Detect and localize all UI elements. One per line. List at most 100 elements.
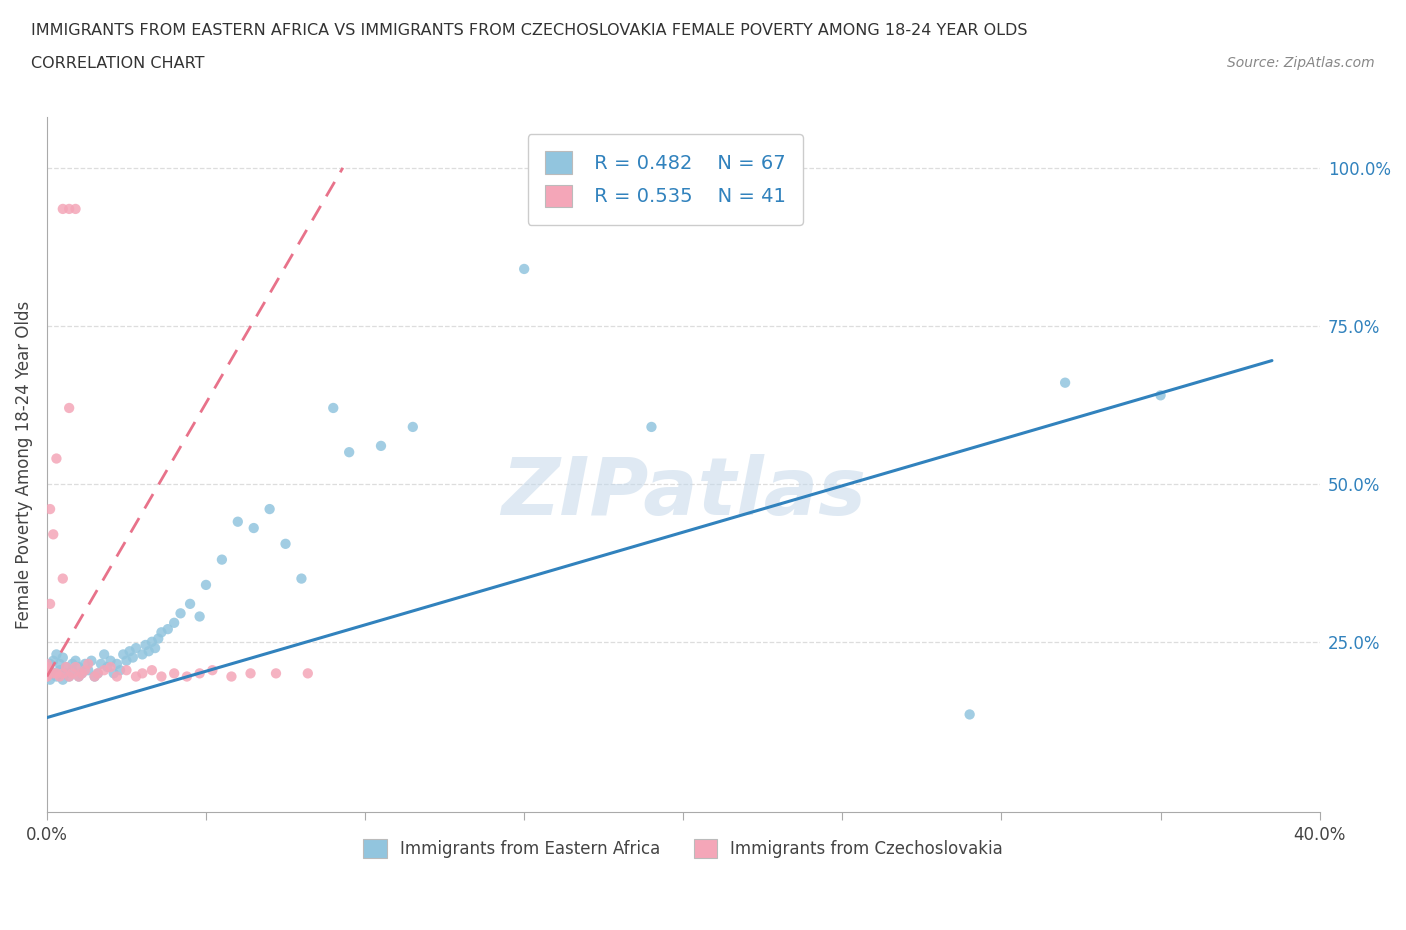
Point — [58, 401, 80, 416]
Text: CORRELATION CHART: CORRELATION CHART — [31, 56, 204, 71]
Point — [143, 641, 166, 656]
Point — [226, 514, 249, 529]
Point — [141, 663, 163, 678]
Point — [60, 657, 83, 671]
Point — [65, 659, 87, 674]
Point — [67, 669, 90, 684]
Point — [135, 637, 157, 652]
Point — [188, 666, 211, 681]
Point — [83, 669, 105, 684]
Point — [259, 501, 281, 516]
Point — [52, 571, 75, 586]
Point — [80, 653, 103, 668]
Point — [55, 659, 77, 674]
Point — [39, 672, 62, 687]
Point — [131, 647, 153, 662]
Text: IMMIGRANTS FROM EASTERN AFRICA VS IMMIGRANTS FROM CZECHOSLOVAKIA FEMALE POVERTY : IMMIGRANTS FROM EASTERN AFRICA VS IMMIGR… — [31, 23, 1028, 38]
Point — [195, 578, 218, 592]
Point — [188, 609, 211, 624]
Point — [42, 666, 65, 681]
Point — [337, 445, 360, 459]
Point — [39, 501, 62, 516]
Point — [39, 657, 62, 671]
Point — [75, 657, 97, 671]
Point — [58, 669, 80, 684]
Point — [156, 621, 179, 636]
Point — [39, 663, 62, 678]
Point — [55, 659, 77, 674]
Point — [93, 663, 115, 678]
Point — [100, 653, 122, 668]
Point — [112, 647, 135, 662]
Point — [1149, 388, 1171, 403]
Point — [150, 625, 173, 640]
Point — [100, 659, 122, 674]
Point — [67, 669, 90, 684]
Point — [42, 653, 65, 668]
Point — [640, 419, 662, 434]
Point — [48, 657, 70, 671]
Point — [93, 647, 115, 662]
Point — [221, 669, 243, 684]
Point — [103, 666, 125, 681]
Point — [131, 666, 153, 681]
Point — [35, 663, 58, 678]
Point — [150, 669, 173, 684]
Point — [148, 631, 170, 646]
Point — [60, 666, 83, 681]
Point — [83, 669, 105, 684]
Point — [118, 644, 141, 658]
Point — [370, 438, 392, 453]
Point — [176, 669, 198, 684]
Text: ZIPatlas: ZIPatlas — [501, 454, 866, 532]
Point — [45, 451, 67, 466]
Point — [87, 666, 110, 681]
Y-axis label: Female Poverty Among 18-24 Year Olds: Female Poverty Among 18-24 Year Olds — [15, 300, 32, 629]
Point — [115, 663, 138, 678]
Point — [52, 202, 75, 217]
Point — [65, 202, 87, 217]
Point — [121, 650, 143, 665]
Point — [108, 663, 131, 678]
Point — [35, 669, 58, 684]
Point — [96, 659, 118, 674]
Point — [211, 552, 233, 567]
Point — [48, 663, 70, 678]
Point — [42, 666, 65, 681]
Point — [77, 657, 100, 671]
Point — [35, 659, 58, 674]
Point — [55, 666, 77, 681]
Point — [959, 707, 981, 722]
Point — [35, 669, 58, 684]
Point — [52, 650, 75, 665]
Point — [125, 669, 148, 684]
Point — [169, 606, 191, 621]
Point — [35, 657, 58, 671]
Point — [45, 647, 67, 662]
Point — [115, 653, 138, 668]
Point — [264, 666, 287, 681]
Point — [242, 521, 264, 536]
Point — [163, 666, 186, 681]
Legend: Immigrants from Eastern Africa, Immigrants from Czechoslovakia: Immigrants from Eastern Africa, Immigran… — [356, 830, 1011, 867]
Point — [290, 571, 312, 586]
Point — [45, 669, 67, 684]
Point — [52, 672, 75, 687]
Point — [35, 669, 58, 684]
Text: Source: ZipAtlas.com: Source: ZipAtlas.com — [1227, 56, 1375, 70]
Point — [163, 616, 186, 631]
Point — [39, 596, 62, 611]
Point — [239, 666, 262, 681]
Point — [52, 666, 75, 681]
Point — [45, 666, 67, 681]
Point — [201, 663, 224, 678]
Point — [70, 666, 93, 681]
Point — [125, 641, 148, 656]
Point — [402, 419, 425, 434]
Point — [513, 261, 536, 276]
Point — [141, 634, 163, 649]
Point — [77, 663, 100, 678]
Point — [65, 653, 87, 668]
Point — [35, 659, 58, 674]
Point — [67, 659, 90, 674]
